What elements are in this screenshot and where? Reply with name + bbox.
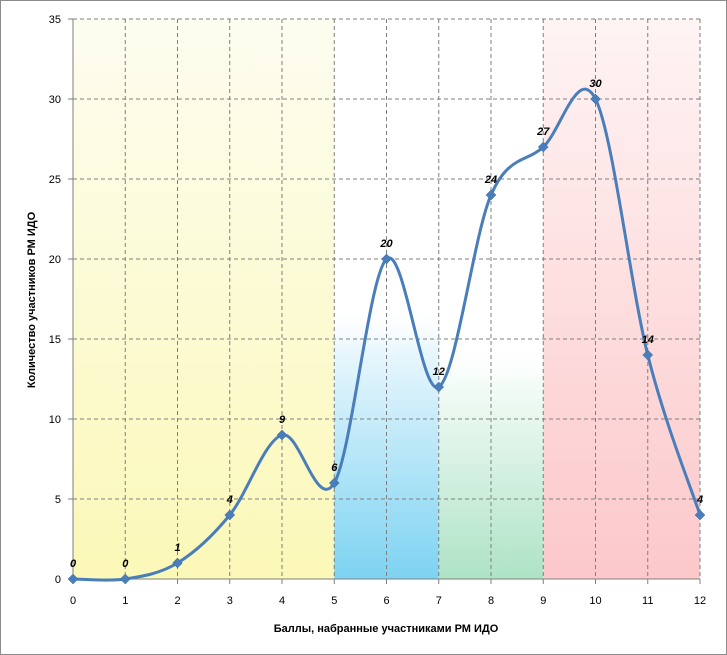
y-tick-label: 0 [55,574,61,586]
data-markers [67,93,706,585]
background-bands [73,19,700,579]
x-tick-label: 5 [331,595,337,607]
series-line [72,87,702,582]
data-point-marker [276,429,288,441]
y-tick-label: 10 [49,414,61,426]
y-axis-title: Количество участников РМ ИДО [26,211,38,388]
y-tick-labels: 0 5 10 15 20 25 30 35 [49,14,61,586]
x-tick-label: 3 [227,595,233,607]
x-tick-label: 8 [488,595,494,607]
series-path [72,87,702,582]
background-band [73,19,335,579]
data-label: 14 [642,334,654,346]
data-label: 0 [122,558,129,570]
data-label: 20 [379,238,393,250]
data-point-marker [119,573,131,585]
axes [68,18,701,584]
grid-lines [73,18,701,579]
data-point-marker [381,253,392,265]
data-label: 0 [70,558,77,570]
x-axis-title: Баллы, набранные участниками РМ ИДО [274,623,499,635]
data-point-marker [328,477,340,489]
data-label: 12 [433,366,445,378]
x-tick-label: 4 [279,595,285,607]
data-point-marker [224,509,236,521]
data-point-marker [642,349,654,361]
data-point-marker [172,557,183,569]
x-tick-label: 7 [436,595,442,607]
x-tick-label: 12 [694,595,706,607]
data-point-marker [694,509,706,521]
x-tick-label: 9 [540,595,546,607]
y-tick-label: 25 [49,174,61,186]
x-tick-labels: 0 1 2 3 4 5 6 7 8 9 10 11 12 [70,595,706,607]
y-tick-label: 15 [49,334,61,346]
x-tick-label: 1 [122,595,128,607]
y-tick-label: 30 [49,94,61,106]
data-label: 1 [174,542,180,554]
x-tick-label: 0 [70,595,76,607]
data-point-marker [485,189,497,201]
y-tick-label: 35 [49,14,61,26]
background-band [438,339,544,579]
data-label: 27 [536,126,550,138]
y-tick-label: 20 [49,254,61,266]
data-label: 24 [484,174,497,186]
x-tick-label: 2 [174,595,180,607]
y-tick-label: 5 [55,494,61,506]
background-band [543,19,700,579]
x-tick-label: 10 [589,595,601,607]
data-point-marker [433,381,445,393]
data-label: 4 [696,494,703,506]
data-point-marker [537,141,549,153]
data-label: 9 [279,414,286,426]
data-point-marker [590,93,601,105]
x-tick-label: 11 [642,595,653,607]
data-label: 30 [589,78,602,90]
data-point-marker [67,573,79,585]
data-label: 6 [331,462,338,474]
x-tick-label: 6 [383,595,389,607]
data-label: 4 [226,494,233,506]
